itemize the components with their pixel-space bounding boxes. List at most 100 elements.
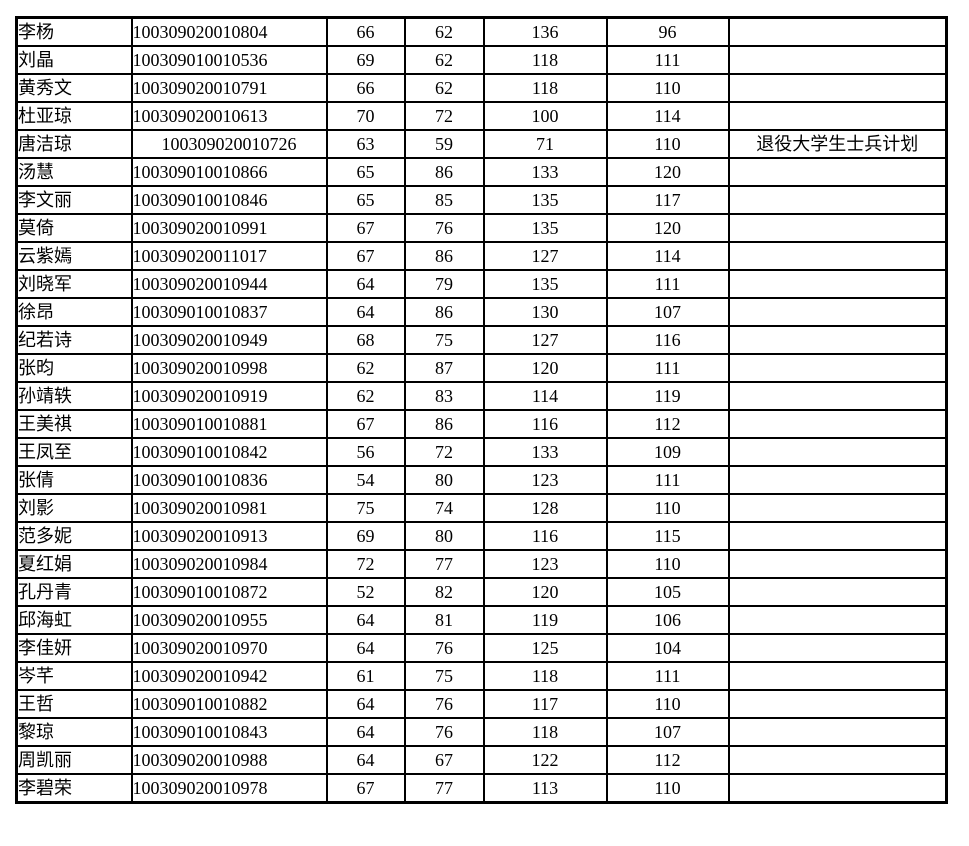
score-table-body: 李杨 100309020010804 66 62 136 96 刘晶 100309010010…	[15, 16, 948, 804]
cell-score-1: 64	[325, 269, 406, 299]
cell-student-name: 徐昂	[15, 297, 133, 327]
cell-score-4: 120	[605, 213, 730, 243]
cell-score-4: 104	[605, 633, 730, 663]
cell-student-name: 莫倚	[15, 213, 133, 243]
cell-score-4: 110	[605, 549, 730, 579]
cell-score-4: 110	[605, 689, 730, 719]
table-row: 王美祺 100309010010881 67 86 116 112	[15, 409, 948, 439]
cell-score-4: 111	[605, 45, 730, 75]
cell-score-2: 74	[403, 493, 485, 523]
cell-student-name: 刘晓军	[15, 269, 133, 299]
cell-remark	[727, 157, 948, 187]
cell-score-3: 125	[482, 633, 608, 663]
cell-score-4: 119	[605, 381, 730, 411]
cell-score-3: 113	[482, 773, 608, 804]
cell-score-1: 67	[325, 213, 406, 243]
cell-score-4: 115	[605, 521, 730, 551]
cell-score-1: 63	[325, 129, 406, 159]
cell-score-4: 117	[605, 185, 730, 215]
cell-score-3: 123	[482, 549, 608, 579]
cell-exam-number: 100309010010872	[130, 577, 328, 607]
cell-score-3: 116	[482, 409, 608, 439]
cell-remark	[727, 493, 948, 523]
cell-score-3: 118	[482, 45, 608, 75]
cell-remark	[727, 661, 948, 691]
cell-score-3: 133	[482, 157, 608, 187]
cell-exam-number: 100309020010991	[130, 213, 328, 243]
cell-student-name: 黄秀文	[15, 73, 133, 103]
cell-exam-number: 100309020010970	[130, 633, 328, 663]
table-row: 李碧荣 100309020010978 67 77 113 110	[15, 773, 948, 804]
cell-score-2: 76	[403, 689, 485, 719]
cell-remark	[727, 521, 948, 551]
cell-score-2: 75	[403, 661, 485, 691]
cell-score-4: 116	[605, 325, 730, 355]
cell-remark	[727, 213, 948, 243]
cell-score-2: 62	[403, 45, 485, 75]
cell-score-4: 110	[605, 773, 730, 804]
cell-score-3: 119	[482, 605, 608, 635]
cell-exam-number: 100309020010919	[130, 381, 328, 411]
cell-exam-number: 100309010010837	[130, 297, 328, 327]
cell-student-name: 李文丽	[15, 185, 133, 215]
cell-score-4: 120	[605, 157, 730, 187]
cell-score-2: 72	[403, 101, 485, 131]
cell-score-4: 114	[605, 241, 730, 271]
cell-score-1: 66	[325, 73, 406, 103]
cell-remark	[727, 16, 948, 47]
cell-student-name: 黎琼	[15, 717, 133, 747]
cell-score-4: 106	[605, 605, 730, 635]
cell-exam-number: 100309010010881	[130, 409, 328, 439]
table-row: 刘晓军 100309020010944 64 79 135 111	[15, 269, 948, 299]
cell-score-2: 62	[403, 16, 485, 47]
table-row: 莫倚 100309020010991 67 76 135 120	[15, 213, 948, 243]
cell-score-1: 67	[325, 241, 406, 271]
cell-student-name: 张昀	[15, 353, 133, 383]
cell-score-2: 86	[403, 297, 485, 327]
cell-student-name: 纪若诗	[15, 325, 133, 355]
cell-score-1: 62	[325, 381, 406, 411]
cell-score-2: 75	[403, 325, 485, 355]
cell-exam-number: 100309010010842	[130, 437, 328, 467]
cell-student-name: 云紫嫣	[15, 241, 133, 271]
cell-score-2: 81	[403, 605, 485, 635]
table-row: 刘影 100309020010981 75 74 128 110	[15, 493, 948, 523]
cell-score-2: 59	[403, 129, 485, 159]
cell-remark	[727, 381, 948, 411]
cell-remark	[727, 717, 948, 747]
table-row: 唐洁琼 100309020010726 63 59 71 110 退役大学生士兵计划	[15, 129, 948, 159]
cell-score-3: 130	[482, 297, 608, 327]
cell-score-2: 87	[403, 353, 485, 383]
cell-score-3: 114	[482, 381, 608, 411]
cell-score-2: 79	[403, 269, 485, 299]
cell-score-4: 111	[605, 661, 730, 691]
cell-exam-number: 100309020010955	[130, 605, 328, 635]
cell-score-3: 116	[482, 521, 608, 551]
cell-score-2: 86	[403, 409, 485, 439]
cell-score-4: 111	[605, 269, 730, 299]
cell-score-1: 61	[325, 661, 406, 691]
cell-score-1: 65	[325, 185, 406, 215]
cell-remark	[727, 185, 948, 215]
cell-student-name: 孔丹青	[15, 577, 133, 607]
cell-exam-number: 100309010010846	[130, 185, 328, 215]
cell-score-3: 100	[482, 101, 608, 131]
cell-score-1: 69	[325, 45, 406, 75]
cell-score-3: 136	[482, 16, 608, 47]
table-row: 王哲 100309010010882 64 76 117 110	[15, 689, 948, 719]
cell-remark	[727, 45, 948, 75]
table-row: 孔丹青 100309010010872 52 82 120 105	[15, 577, 948, 607]
cell-score-4: 109	[605, 437, 730, 467]
cell-score-2: 76	[403, 633, 485, 663]
cell-score-1: 64	[325, 745, 406, 775]
cell-student-name: 刘影	[15, 493, 133, 523]
cell-student-name: 周凯丽	[15, 745, 133, 775]
cell-score-1: 75	[325, 493, 406, 523]
cell-score-1: 52	[325, 577, 406, 607]
cell-score-1: 54	[325, 465, 406, 495]
cell-score-2: 77	[403, 773, 485, 804]
cell-remark	[727, 773, 948, 804]
cell-score-1: 70	[325, 101, 406, 131]
table-row: 李文丽 100309010010846 65 85 135 117	[15, 185, 948, 215]
